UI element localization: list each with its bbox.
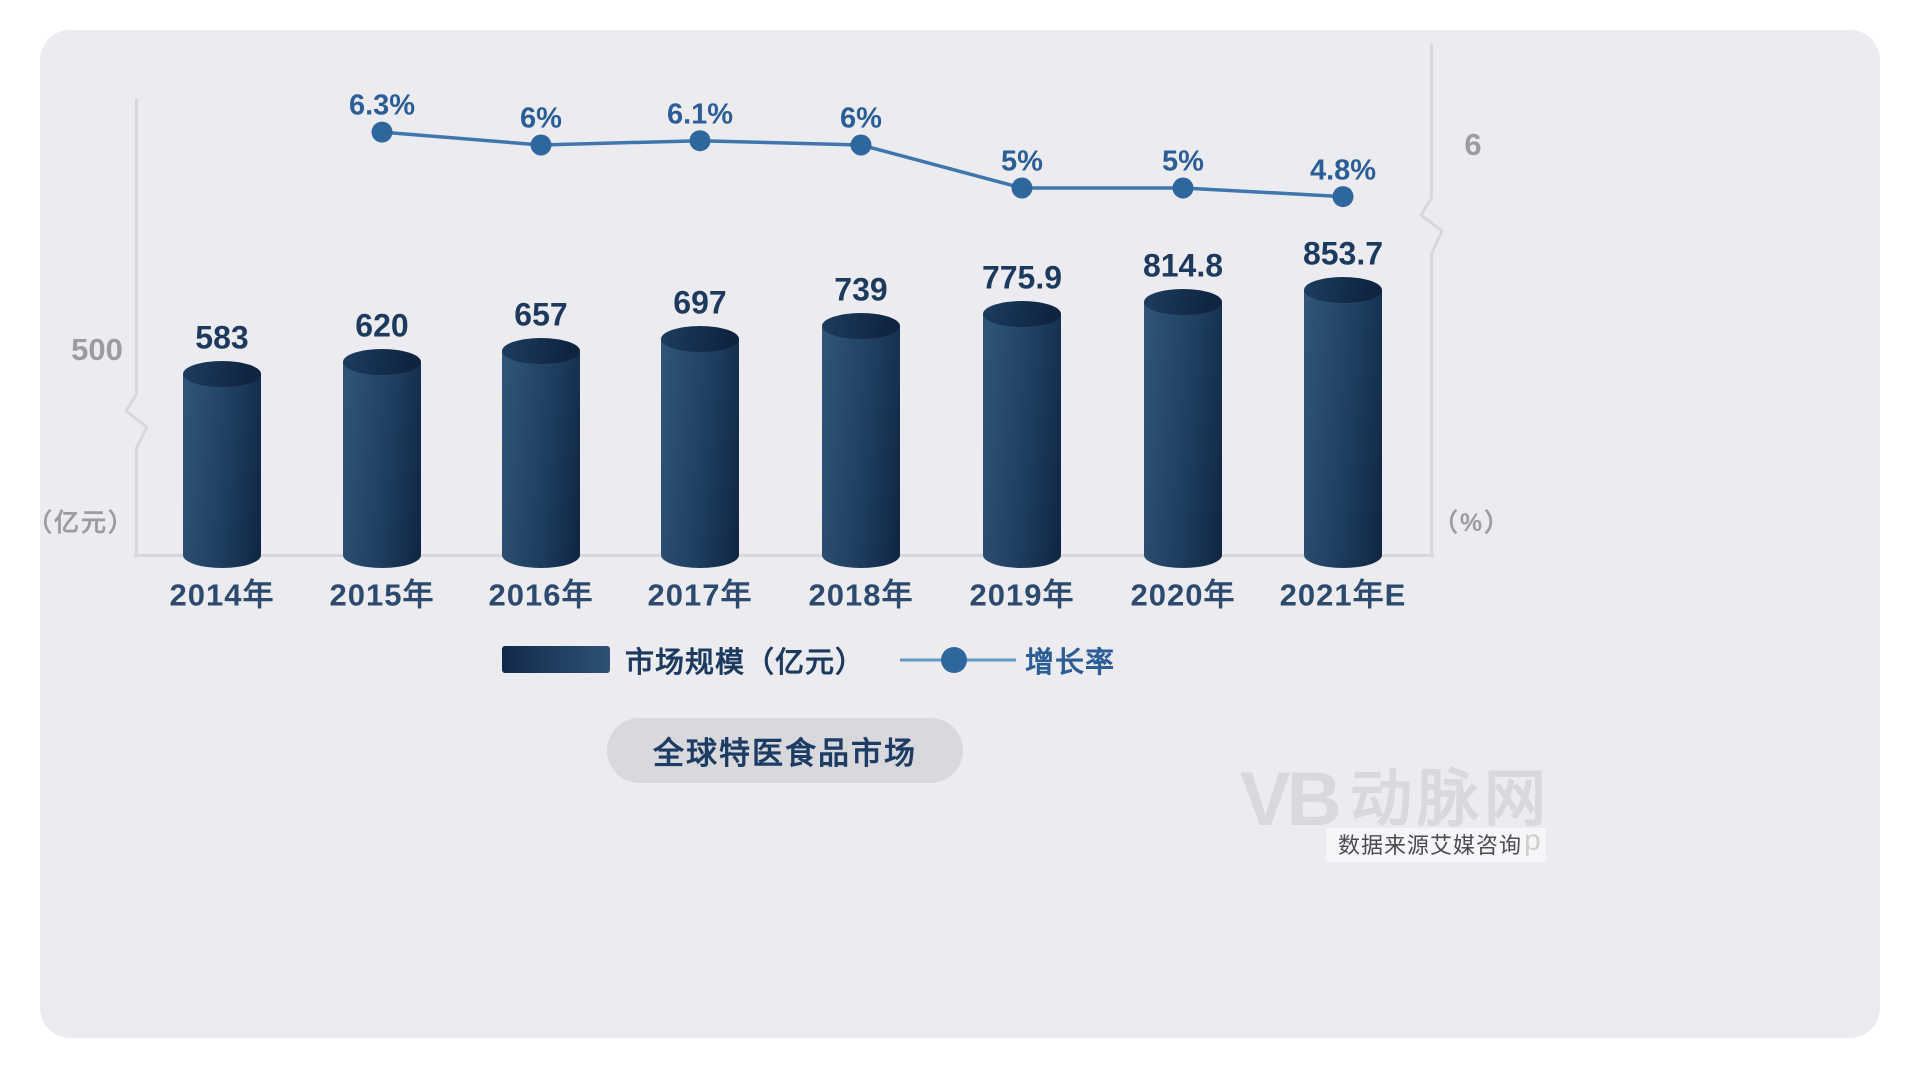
legend-line-swatch — [900, 647, 1016, 673]
left-axis-break-icon — [124, 392, 149, 450]
right-axis-tick-label: 6 — [1464, 127, 1482, 162]
legend-dot-icon — [941, 647, 967, 673]
legend-bar-swatch — [502, 646, 610, 673]
chart-title-pill: 全球特医食品市场 — [607, 718, 963, 783]
legend-bar-label: 市场规模（亿元） — [625, 647, 866, 679]
watermark-source: 数据来源艾媒咨询 — [1338, 833, 1523, 858]
legend-line-label: 增长率 — [1025, 647, 1116, 679]
right-axis-break-mask — [1421, 198, 1442, 254]
left-axis-unit-label: （亿元） — [26, 509, 136, 537]
left-axis-tick-label: 500 — [71, 332, 123, 367]
left-axis-break-mask — [126, 394, 147, 448]
right-axis-break-icon — [1419, 196, 1444, 256]
watermark-logo-icon: VB — [1240, 757, 1342, 842]
watermark-faint-letter: p — [1524, 824, 1541, 857]
watermark-brand: 动脉网 — [1350, 765, 1552, 834]
watermark-source-strip — [1326, 828, 1546, 862]
right-axis-unit-label: （%） — [1432, 509, 1512, 537]
